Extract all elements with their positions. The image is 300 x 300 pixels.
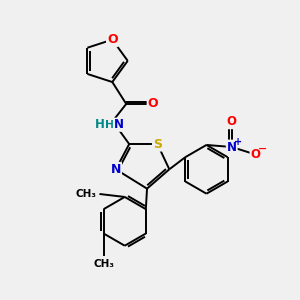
Text: O: O [107,33,118,46]
Text: O: O [148,98,158,110]
Text: CH₃: CH₃ [93,259,114,269]
Text: −: − [257,144,267,154]
Text: O: O [227,115,237,128]
Text: N: N [113,118,123,131]
Text: H: H [94,118,104,131]
Text: S: S [153,138,162,151]
Text: O: O [250,148,260,161]
Text: H: H [105,120,115,130]
Text: N: N [227,140,237,154]
Text: +: + [234,137,242,147]
Text: N: N [111,163,121,176]
Text: CH₃: CH₃ [76,189,97,199]
